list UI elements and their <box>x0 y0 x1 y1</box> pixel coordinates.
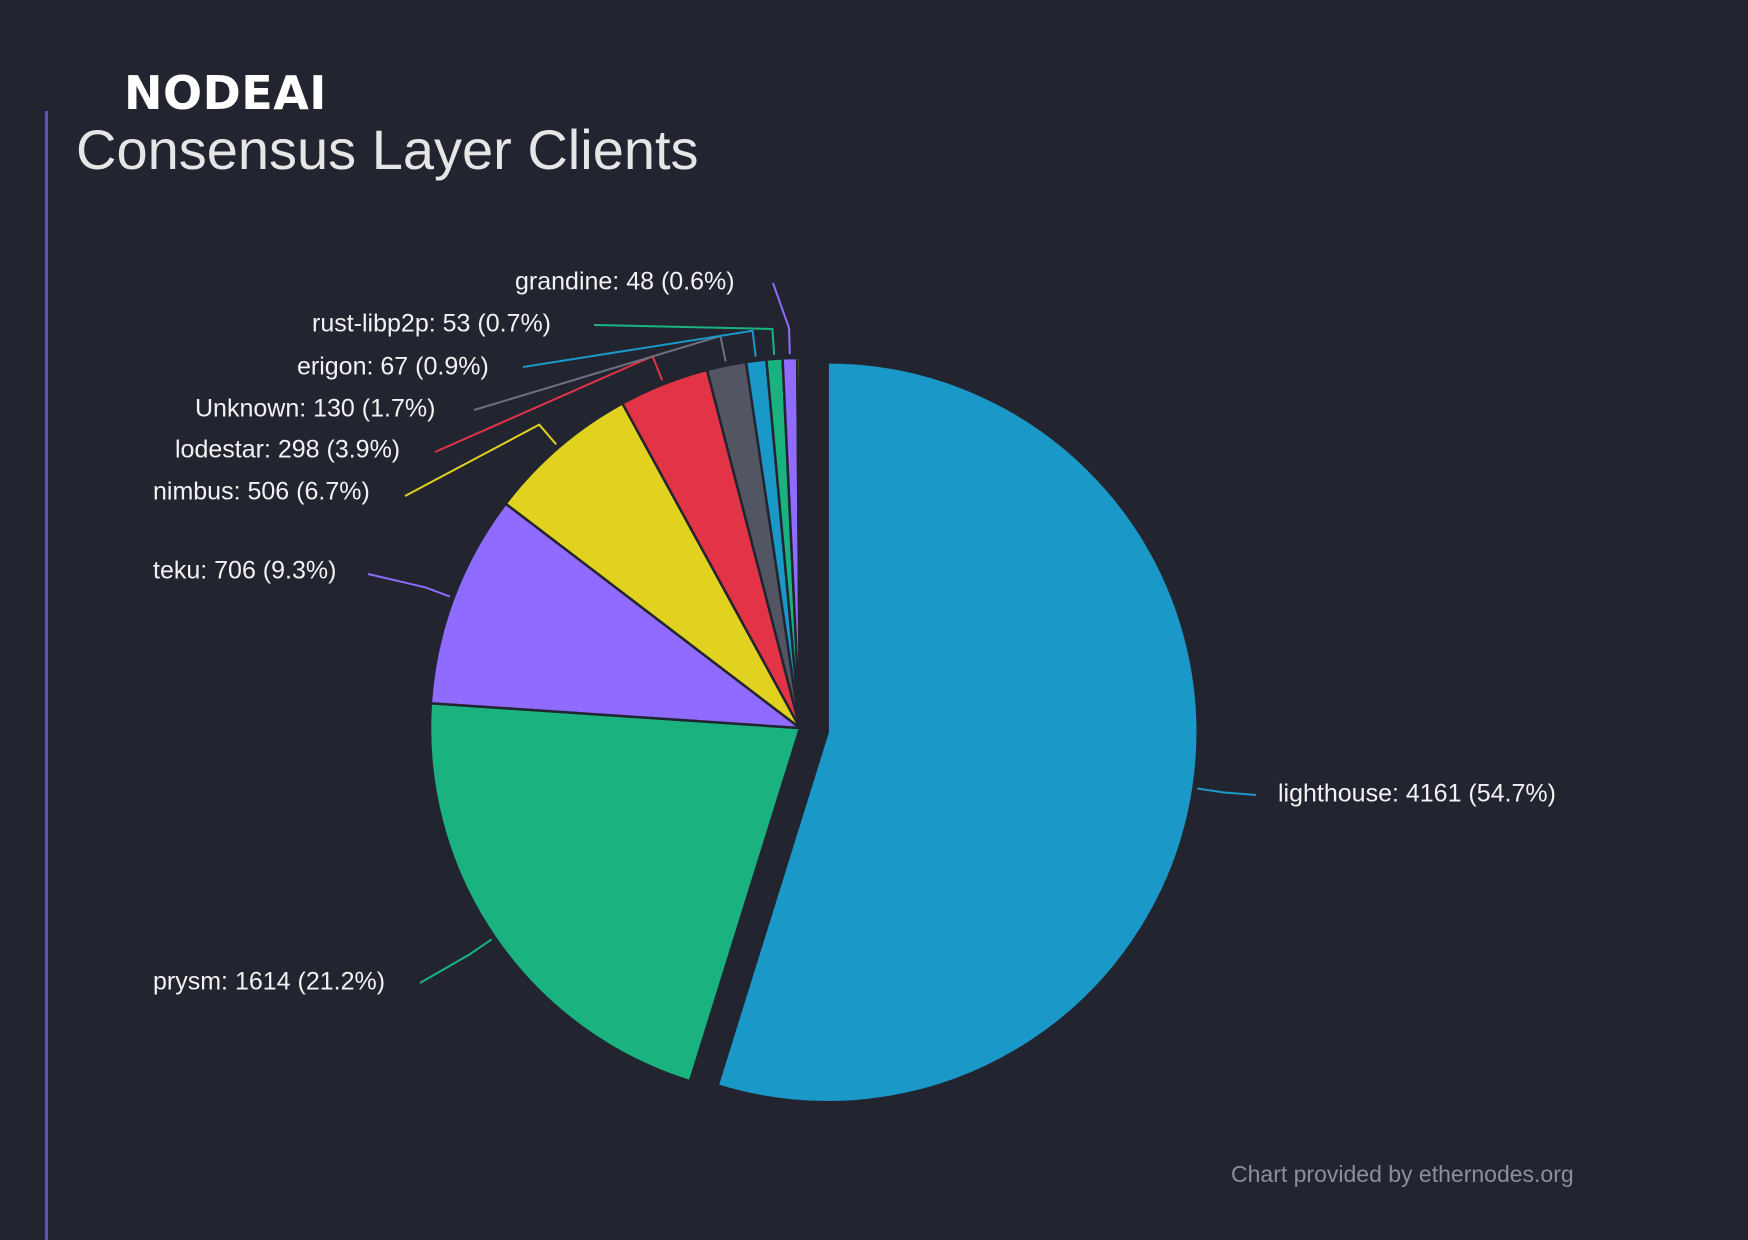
slice-label-lodestar: lodestar: 298 (3.9%) <box>175 436 400 464</box>
leader-line-prysm <box>419 938 493 984</box>
leader-line-teku <box>367 573 451 598</box>
leader-line-erigon <box>522 329 757 368</box>
slice-labels: lighthouse: 4161 (54.7%) prysm: 1614 (21.… <box>153 268 1556 996</box>
chart-credit: Chart provided by ethernodes.org <box>1231 1161 1574 1187</box>
pie-slice-teku <box>429 502 802 730</box>
slice-label-nimbus: nimbus: 506 (6.7%) <box>153 478 370 506</box>
slice-label-unknown: Unknown: 130 (1.7%) <box>195 395 435 423</box>
pie-slice-other <box>795 356 802 730</box>
pie-slice-prysm <box>428 701 802 1083</box>
slice-label-prysm: prysm: 1614 (21.2%) <box>153 968 385 996</box>
slice-label-lighthouse: lighthouse: 4161 (54.7%) <box>1278 780 1556 808</box>
slice-label-grandine: grandine: 48 (0.6%) <box>515 268 735 296</box>
slice-label-erigon: erigon: 67 (0.9%) <box>297 353 489 381</box>
slice-label-teku: teku: 706 (9.3%) <box>153 557 336 585</box>
left-accent-rule <box>45 111 48 1240</box>
pie-slice-lighthouse <box>716 360 1199 1104</box>
slice-label-rust-libp2p: rust-libp2p: 53 (0.7%) <box>312 310 551 338</box>
leader-line-grandine <box>772 282 791 355</box>
leader-lines <box>367 282 1257 984</box>
leader-line-nimbus <box>404 423 557 497</box>
leader-line-rust-libp2p <box>593 324 776 355</box>
pie-slices <box>428 356 1199 1104</box>
brand-logo: NODEAI <box>124 66 327 120</box>
pie-slice-nimbus <box>504 402 802 730</box>
leader-line-lighthouse <box>1197 787 1257 796</box>
chart-title: Consensus Layer Clients <box>76 118 699 181</box>
